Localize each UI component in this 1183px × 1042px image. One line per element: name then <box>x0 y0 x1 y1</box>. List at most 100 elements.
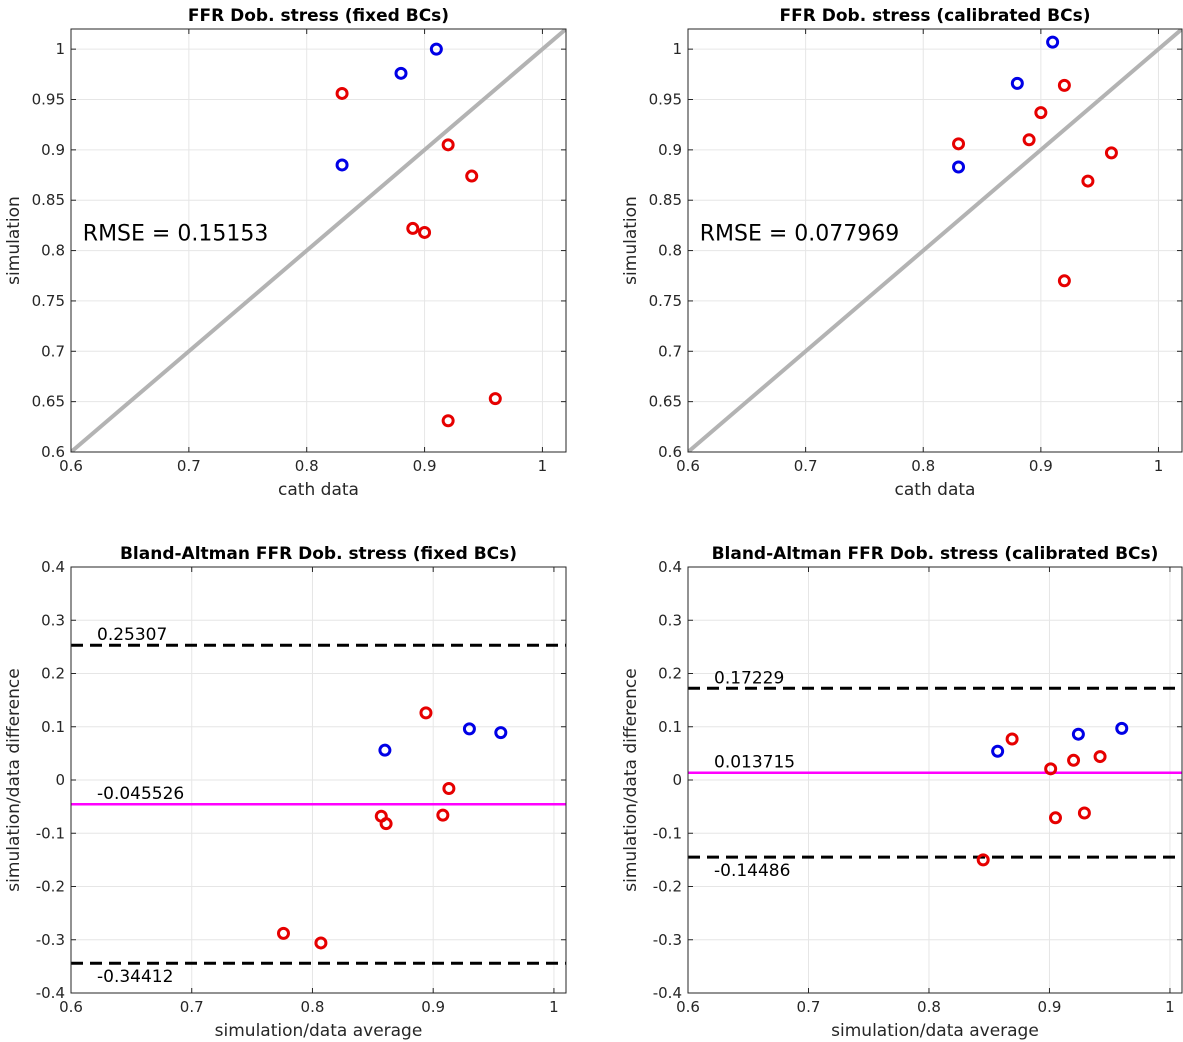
y-tick-label: -0.4 <box>653 984 682 1002</box>
y-tick-label: -0.2 <box>36 878 65 896</box>
y-axis-title: simulation/data difference <box>4 668 24 891</box>
limit-of-agreement-label: 0.25307 <box>97 625 167 645</box>
data-point-red <box>406 221 420 235</box>
y-tick-label: 0 <box>672 771 682 789</box>
panel-bland-altman-calibrated: 0.17229 0.013715 -0.14486 0.6 0.7 0.8 0.9 1 -0.4… <box>621 544 1183 1041</box>
x-tick-label: 0.6 <box>676 998 700 1016</box>
identity-line <box>688 29 1182 452</box>
data-point-blue <box>1071 727 1085 741</box>
limit-of-agreement-label: -0.14486 <box>714 861 790 881</box>
data-point-blue <box>394 66 408 80</box>
x-tick-label: 0.7 <box>180 998 204 1016</box>
data-point-red <box>314 936 328 950</box>
chart-title: FFR Dob. stress (calibrated BCs) <box>780 6 1091 26</box>
data-point-blue <box>462 722 476 736</box>
y-tick-label: 0.65 <box>32 393 65 411</box>
data-point-red <box>1077 806 1091 820</box>
data-point-blue <box>952 160 966 174</box>
y-tick-label: -0.3 <box>36 931 65 949</box>
data-point-red <box>1057 78 1071 92</box>
identity-line <box>71 29 566 452</box>
chart-title: FFR Dob. stress (fixed BCs) <box>188 6 449 26</box>
y-axis-title: simulation <box>621 196 641 285</box>
data-point-red <box>465 169 479 183</box>
data-point-blue <box>429 42 443 56</box>
rmse-annotation: RMSE = 0.15153 <box>83 222 269 247</box>
data-point-blue <box>1010 76 1024 90</box>
data-point-blue <box>494 726 508 740</box>
y-axis-title: simulation <box>4 196 24 285</box>
x-axis-title: simulation/data average <box>215 1021 423 1041</box>
x-tick-label: 0.7 <box>794 457 818 475</box>
x-tick-label: 0.8 <box>301 998 325 1016</box>
x-tick-label: 1 <box>549 998 559 1016</box>
y-tick-label: 0.4 <box>658 558 682 576</box>
y-tick-label: 0.7 <box>658 342 682 360</box>
axes-box <box>687 28 1183 453</box>
y-tick-label: 0.9 <box>41 141 65 159</box>
y-tick-label: 0.85 <box>649 191 682 209</box>
y-tick-label: 0.7 <box>41 342 65 360</box>
data-point-red <box>1067 753 1081 767</box>
x-tick-label: 0.9 <box>421 998 445 1016</box>
x-tick-label: 0.7 <box>797 998 821 1016</box>
x-tick-label: 0.9 <box>413 457 437 475</box>
y-tick-label: 0.6 <box>658 443 682 461</box>
y-tick-label: 0.65 <box>649 393 682 411</box>
y-tick-label: 0.95 <box>649 91 682 109</box>
y-tick-label: 1 <box>672 40 682 58</box>
data-point-red <box>436 808 450 822</box>
data-point-red <box>1093 750 1107 764</box>
data-point-red <box>1057 274 1071 288</box>
y-tick-label: 0.4 <box>41 558 65 576</box>
y-tick-label: 0.75 <box>649 292 682 310</box>
x-tick-label: 0.8 <box>917 998 941 1016</box>
x-axis-title: cath data <box>895 480 976 500</box>
y-tick-label: 0.8 <box>658 242 682 260</box>
x-tick-label: 0.8 <box>911 457 935 475</box>
y-tick-label: 0.6 <box>41 443 65 461</box>
y-tick-label: 0.3 <box>41 611 65 629</box>
data-point-red <box>1034 106 1048 120</box>
plot-content <box>71 643 566 965</box>
y-tick-label: 0.75 <box>32 292 65 310</box>
y-tick-label: 0.95 <box>32 91 65 109</box>
y-tick-label: -0.3 <box>653 931 682 949</box>
plot-content <box>688 29 1182 452</box>
x-tick-label: 0.8 <box>295 457 319 475</box>
data-point-blue <box>1115 721 1129 735</box>
data-point-red <box>419 706 433 720</box>
data-point-red <box>1044 762 1058 776</box>
y-tick-label: 0.85 <box>32 191 65 209</box>
panel-calibrated-bcs: RMSE = 0.077969 0.6 0.7 0.8 0.9 1 0.6 0.65 0.7 0.… <box>621 6 1183 500</box>
x-axis-title: simulation/data average <box>831 1021 1039 1041</box>
y-tick-label: -0.1 <box>36 824 65 842</box>
x-tick-label: 1 <box>1154 457 1164 475</box>
y-tick-label: 0.2 <box>658 665 682 683</box>
y-tick-label: 0.3 <box>658 611 682 629</box>
x-tick-label: 0.7 <box>177 457 201 475</box>
data-point-red <box>418 225 432 239</box>
data-point-red <box>976 853 990 867</box>
data-point-blue <box>335 158 349 172</box>
data-point-red <box>379 817 393 831</box>
x-tick-label: 1 <box>538 457 548 475</box>
data-point-red <box>1005 732 1019 746</box>
data-point-red <box>1104 146 1118 160</box>
axes-box <box>70 28 567 453</box>
panel-bland-altman-fixed: 0.25307 -0.045526 -0.34412 0.6 0.7 0.8 0.9 1 -0.… <box>4 544 567 1041</box>
x-tick-label: 0.9 <box>1029 457 1053 475</box>
y-axis-title: simulation/data difference <box>621 668 641 891</box>
data-point-red <box>441 138 455 152</box>
data-point-red <box>1081 174 1095 188</box>
data-point-red <box>276 926 290 940</box>
y-tick-label: 0.9 <box>658 141 682 159</box>
chart-title: Bland-Altman FFR Dob. stress (calibrated… <box>712 544 1159 564</box>
data-point-blue <box>991 744 1005 758</box>
rmse-annotation: RMSE = 0.077969 <box>700 222 900 247</box>
y-tick-label: 1 <box>55 40 65 58</box>
y-tick-label: 0.1 <box>41 718 65 736</box>
y-tick-label: 0.2 <box>41 665 65 683</box>
data-point-blue <box>378 743 392 757</box>
